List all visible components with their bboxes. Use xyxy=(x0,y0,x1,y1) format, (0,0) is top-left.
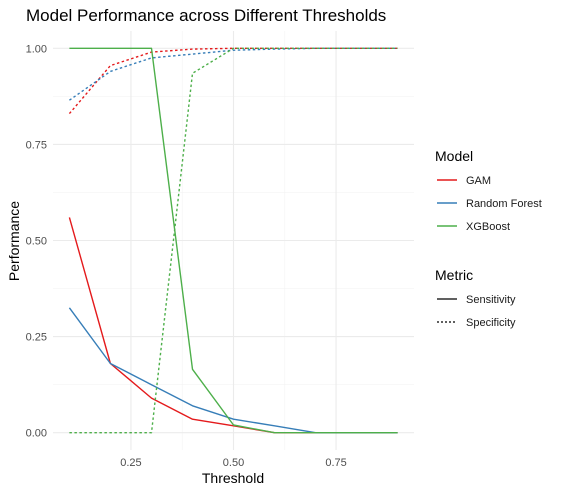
legend-label-xgboost: XGBoost xyxy=(466,221,510,233)
legend-model-title: Model xyxy=(435,148,473,164)
axis-ticks: 0.25 0.50 0.75 0.00 0.25 0.50 0.75 1.00 xyxy=(26,43,347,469)
legend-label-sensitivity: Sensitivity xyxy=(466,294,516,306)
y-tick-label: 0.00 xyxy=(26,428,47,440)
x-tick-label: 0.75 xyxy=(325,457,346,469)
legend-label-gam: GAM xyxy=(466,175,491,187)
grid xyxy=(53,31,414,450)
legend: Model Metric GAM Random Forest XGBoost Sens… xyxy=(435,148,542,329)
y-tick-label: 0.75 xyxy=(26,139,47,151)
x-tick-label: 0.50 xyxy=(223,457,244,469)
series-line-xgboost-specificity xyxy=(69,47,398,434)
legend-metric-title: Metric xyxy=(435,267,473,283)
y-tick-label: 0.50 xyxy=(26,236,47,248)
series-line-xgboost-sensitivity xyxy=(69,47,398,434)
series-lines xyxy=(68,47,398,434)
x-axis-label: Threshold xyxy=(202,470,264,486)
legend-label-random-forest: Random Forest xyxy=(466,198,542,210)
legend-label-specificity: Specificity xyxy=(466,317,516,329)
y-tick-label: 0.25 xyxy=(26,332,47,344)
y-axis-label: Performance xyxy=(6,201,22,281)
chart-title: Model Performance across Different Thres… xyxy=(26,6,386,25)
y-tick-label: 1.00 xyxy=(26,43,47,55)
x-tick-label: 0.25 xyxy=(120,457,141,469)
